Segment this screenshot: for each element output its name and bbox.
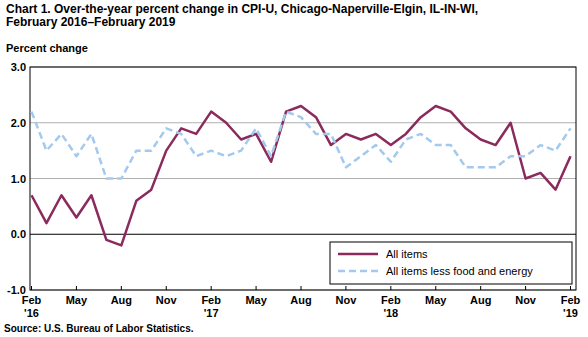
series-line — [32, 106, 571, 245]
x-tick-label: Feb'19 — [561, 294, 581, 319]
text-line: May — [66, 294, 88, 306]
text-line: February 2016–February 2019 — [6, 15, 176, 29]
x-tick-label: Aug — [290, 294, 311, 306]
x-tick — [166, 286, 167, 290]
text-line: '17 — [204, 307, 219, 319]
text-line: Aug — [290, 294, 311, 306]
x-tick — [301, 286, 302, 290]
grid-line — [30, 234, 576, 235]
legend-label: All items — [386, 248, 428, 260]
x-tick-label: May — [245, 294, 267, 306]
x-tick — [256, 286, 257, 290]
text-line: Nov — [156, 294, 178, 306]
x-tick — [480, 286, 481, 290]
x-tick-label: Nov — [336, 294, 358, 306]
text-line: Nov — [336, 294, 358, 306]
x-tick — [31, 286, 32, 290]
legend-box — [330, 242, 572, 284]
x-tick-label: Aug — [111, 294, 132, 306]
title: Chart 1. Over-the-year percent change in… — [6, 2, 478, 29]
y-axis-label: Percent change — [6, 42, 88, 54]
x-tick — [435, 286, 436, 290]
x-tick — [390, 286, 391, 290]
x-tick-label: Feb'16 — [22, 294, 42, 319]
plot-frame — [30, 67, 576, 290]
legend-swatch — [338, 253, 378, 256]
series-line — [32, 112, 571, 179]
text-line: Feb — [22, 294, 42, 306]
x-tick — [570, 286, 571, 290]
text-line: May — [425, 294, 447, 306]
y-tick-label: 0.0 — [11, 228, 26, 240]
x-tick — [345, 286, 346, 290]
y-tick-label: 2.0 — [11, 117, 26, 129]
chart: Chart 1. Over-the-year percent change in… — [0, 0, 588, 337]
text-line: Chart 1. Over-the-year percent change in… — [6, 2, 478, 16]
text-line: Aug — [111, 294, 132, 306]
x-tick-label: Feb'18 — [381, 294, 401, 319]
text-line: May — [245, 294, 267, 306]
text-line: '18 — [383, 307, 398, 319]
x-tick-label: Nov — [156, 294, 178, 306]
text-line: Nov — [515, 294, 537, 306]
text-line: Aug — [470, 294, 491, 306]
source: Source: U.S. Bureau of Labor Statistics. — [4, 323, 194, 334]
text-line: '16 — [24, 307, 39, 319]
x-tick — [121, 286, 122, 290]
legend-label: All items less food and energy — [386, 265, 533, 277]
x-tick-label: May — [66, 294, 88, 306]
x-tick-label: Nov — [515, 294, 537, 306]
y-tick-label: 1.0 — [11, 173, 26, 185]
text-line: '19 — [563, 307, 578, 319]
text-line: Feb — [381, 294, 401, 306]
legend-swatch — [338, 270, 378, 273]
x-tick — [525, 286, 526, 290]
series-group — [32, 106, 571, 245]
x-tick-label: Aug — [470, 294, 491, 306]
text-line: Feb — [561, 294, 581, 306]
x-tick-label: Feb'17 — [201, 294, 221, 319]
grid-line — [30, 122, 576, 123]
x-tick — [76, 286, 77, 290]
text-line: Feb — [201, 294, 221, 306]
y-tick-label: 3.0 — [11, 61, 26, 73]
x-tick — [211, 286, 212, 290]
x-tick-label: May — [425, 294, 447, 306]
